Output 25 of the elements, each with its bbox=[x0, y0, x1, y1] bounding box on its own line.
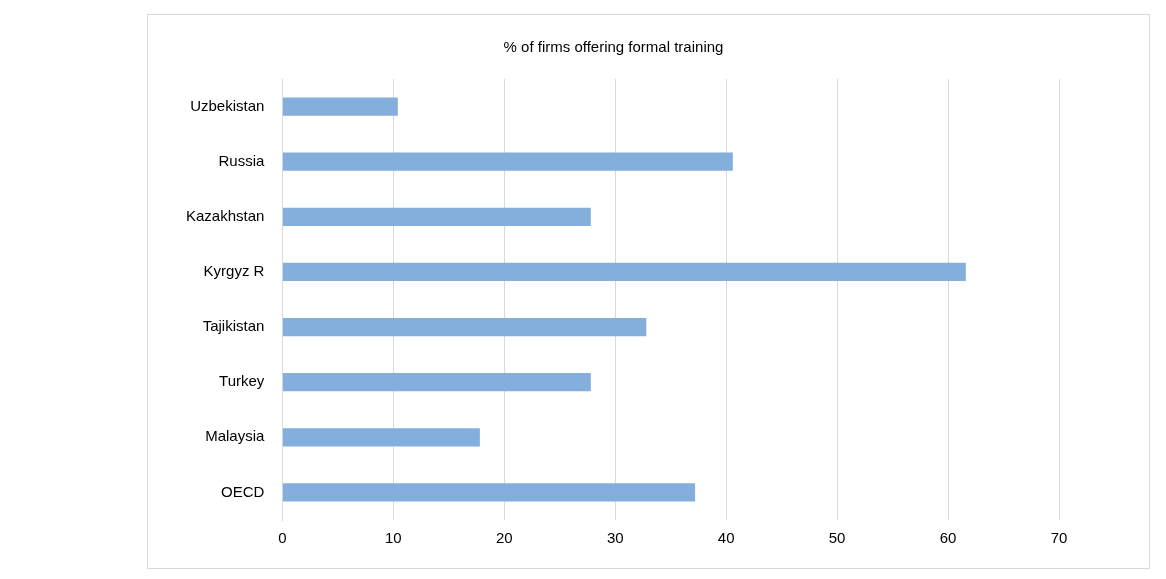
y-tick-label: Kyrgyz R bbox=[203, 262, 265, 280]
x-tick-label: 40 bbox=[717, 529, 735, 547]
bar bbox=[282, 97, 398, 116]
bar bbox=[282, 207, 591, 226]
y-tick-label: Russia bbox=[218, 151, 266, 169]
y-tick-label: Turkey bbox=[219, 372, 265, 390]
bar bbox=[282, 373, 591, 392]
bar bbox=[282, 428, 480, 447]
y-tick-label: OECD bbox=[221, 482, 265, 500]
bar bbox=[282, 317, 647, 337]
x-tick-label: 30 bbox=[606, 529, 624, 547]
y-tick-label: Kazakhstan bbox=[185, 206, 265, 224]
x-tick-label: 20 bbox=[495, 529, 513, 547]
x-tick-label: 50 bbox=[828, 529, 846, 547]
x-tick-label: 70 bbox=[1050, 529, 1068, 547]
y-tick-label: Malaysia bbox=[205, 427, 266, 445]
chart-title: % of firms offering formal training bbox=[503, 38, 724, 56]
bar bbox=[282, 483, 696, 502]
x-tick-label: 0 bbox=[278, 529, 287, 547]
x-tick-label: 60 bbox=[939, 529, 957, 547]
bar bbox=[282, 262, 966, 282]
bar bbox=[282, 152, 733, 171]
x-tick-label: 10 bbox=[384, 529, 402, 547]
y-tick-label: Tajikistan bbox=[202, 317, 265, 335]
y-tick-label: Uzbekistan bbox=[190, 96, 265, 114]
